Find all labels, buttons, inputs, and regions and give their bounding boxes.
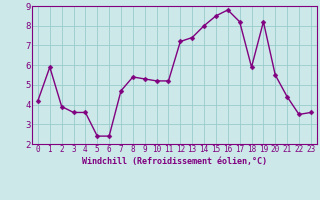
X-axis label: Windchill (Refroidissement éolien,°C): Windchill (Refroidissement éolien,°C)	[82, 157, 267, 166]
